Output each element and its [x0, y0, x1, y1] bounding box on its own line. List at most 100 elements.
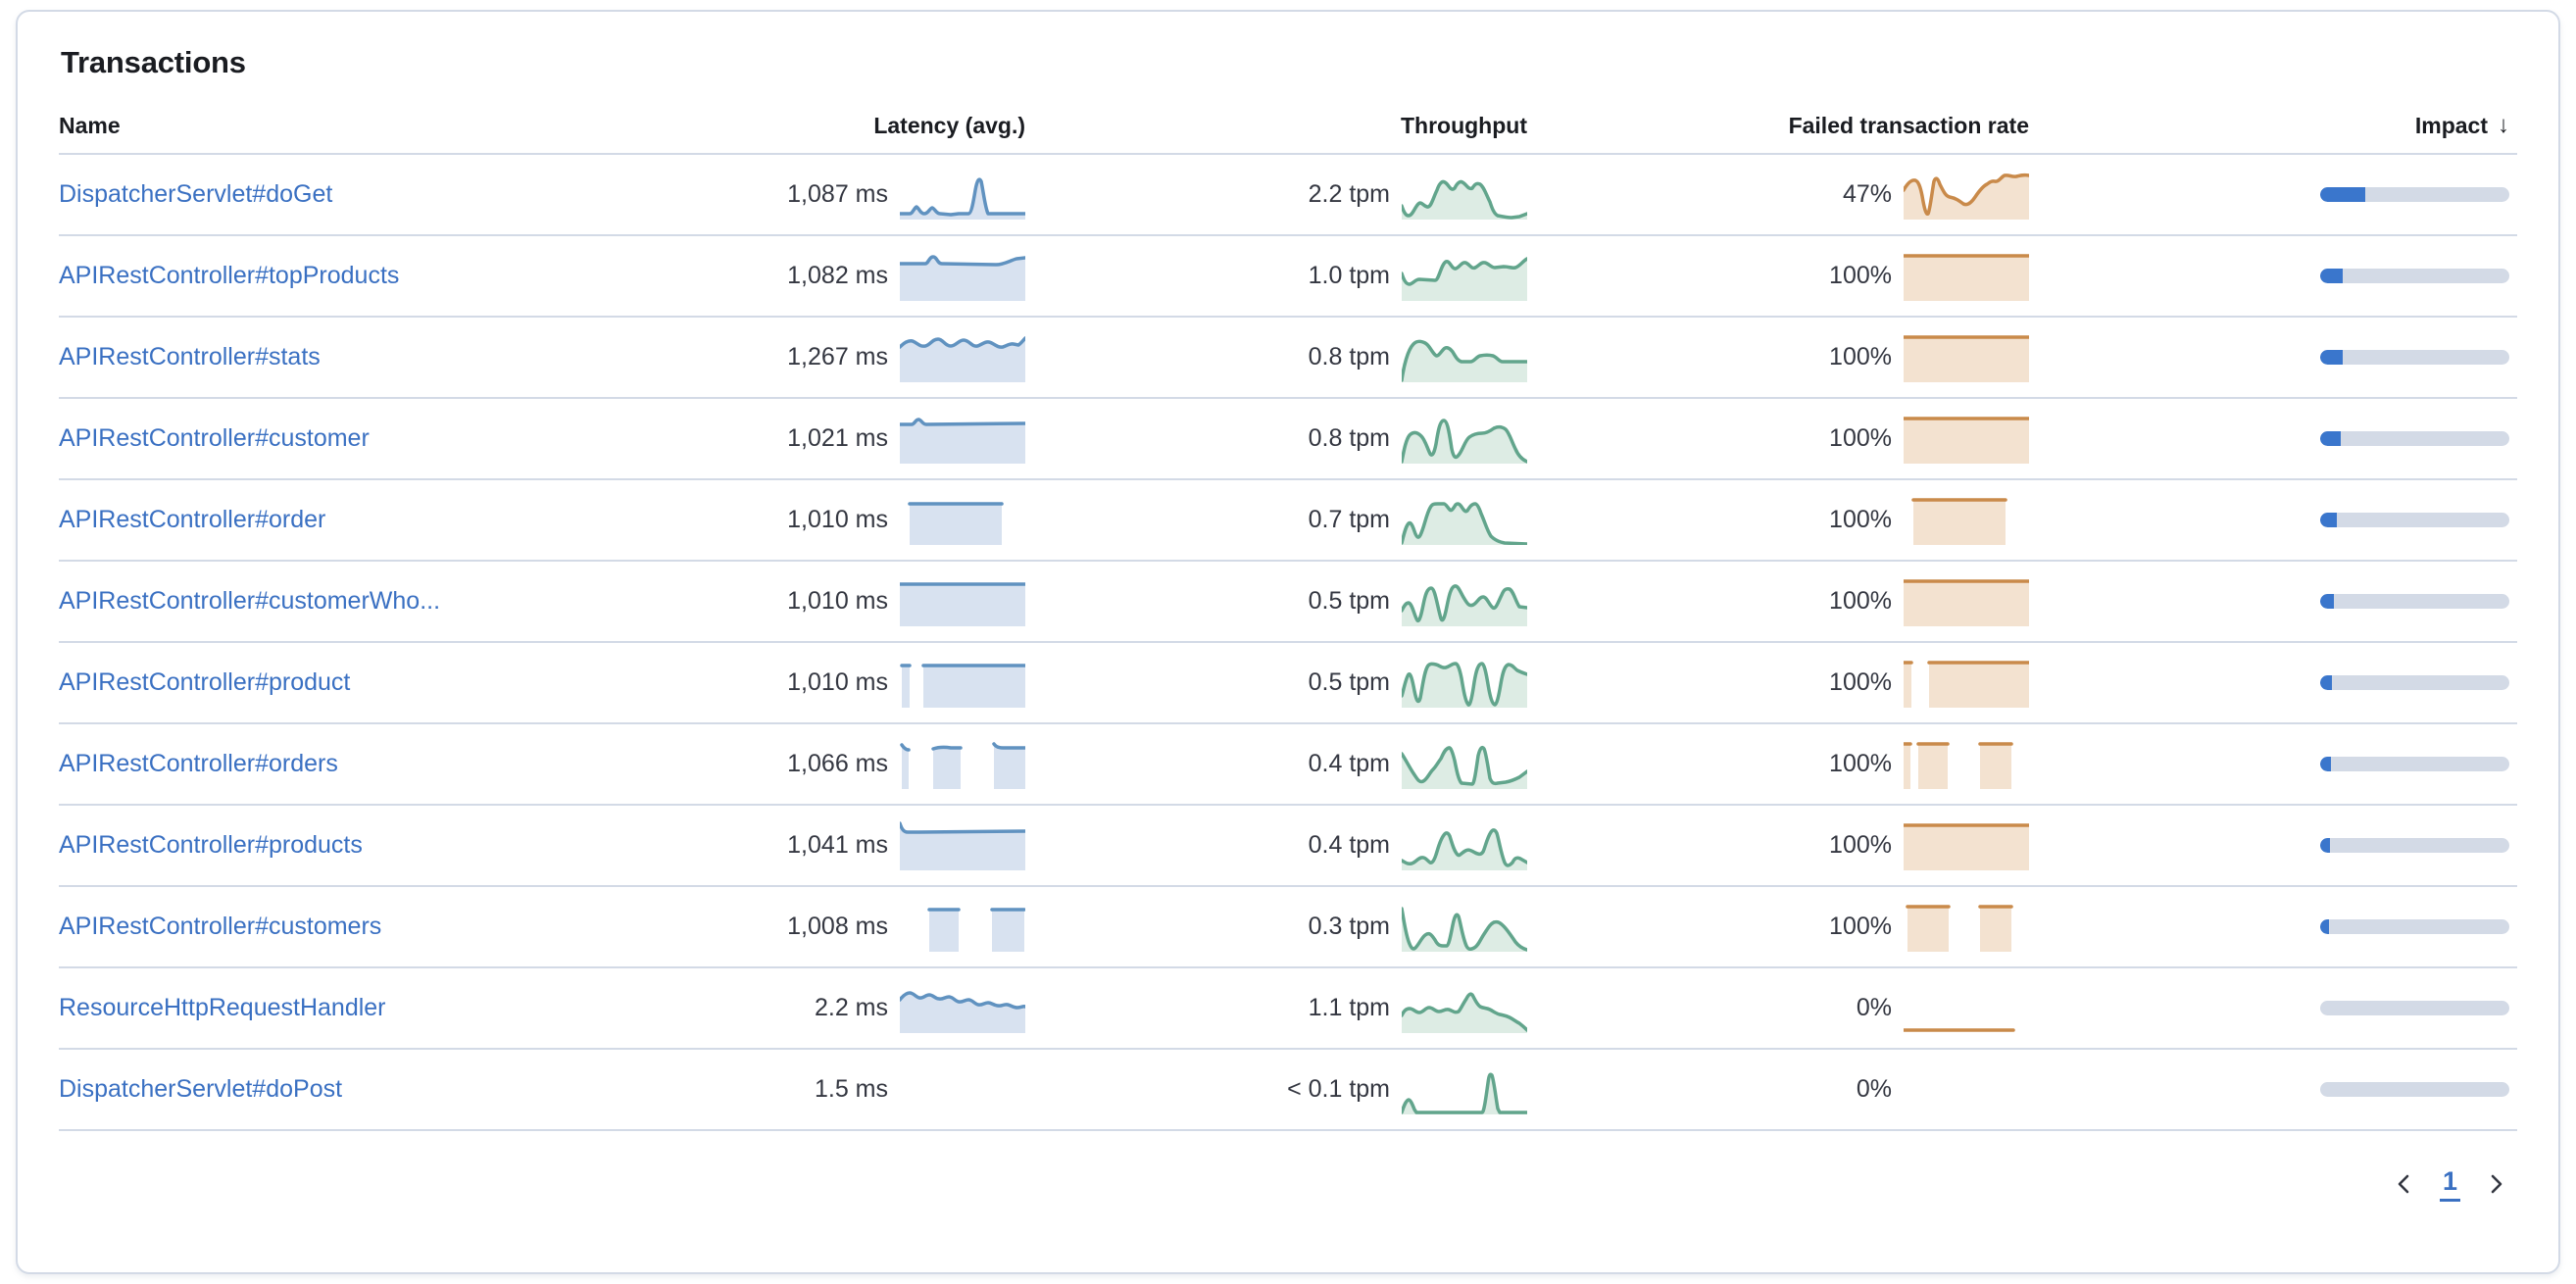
latency-cell: 2.2 ms	[604, 984, 1025, 1033]
throughput-cell: 0.3 tpm	[1025, 903, 1527, 952]
failed-rate-cell: 100%	[1527, 659, 2029, 708]
throughput-cell: < 0.1 tpm	[1025, 1065, 1527, 1114]
table-row: APIRestController#customerWho... 1,010 m…	[59, 562, 2517, 643]
failed-rate-value: 0%	[1856, 1075, 1892, 1103]
throughput-value: 0.5 tpm	[1308, 668, 1390, 696]
impact-bar-fill	[2320, 187, 2366, 202]
impact-bar-track	[2320, 838, 2509, 853]
next-page-button[interactable]	[2476, 1164, 2515, 1204]
transaction-link[interactable]: APIRestController#customerWho...	[59, 587, 441, 615]
table-row: APIRestController#order 1,010 ms 0.7 tpm…	[59, 480, 2517, 562]
transaction-link[interactable]: APIRestController#products	[59, 831, 363, 859]
transaction-link[interactable]: APIRestController#orders	[59, 750, 338, 777]
latency-value: 1.5 ms	[814, 1075, 888, 1103]
impact-cell	[2029, 350, 2517, 365]
transaction-link[interactable]: ResourceHttpRequestHandler	[59, 994, 386, 1021]
throughput-cell: 0.8 tpm	[1025, 415, 1527, 464]
failed-rate-sparkline	[1904, 903, 2029, 952]
transaction-name-cell: APIRestController#customer	[59, 424, 604, 453]
impact-bar-track	[2320, 757, 2509, 771]
failed-rate-value: 100%	[1829, 262, 1892, 289]
failed-rate-cell: 100%	[1527, 577, 2029, 626]
impact-cell	[2029, 919, 2517, 934]
throughput-sparkline	[1402, 903, 1527, 952]
sort-descending-icon: ↓	[2498, 112, 2509, 138]
failed-rate-sparkline	[1904, 984, 2029, 1033]
throughput-sparkline	[1402, 577, 1527, 626]
throughput-value: 0.4 tpm	[1308, 831, 1390, 859]
throughput-sparkline	[1402, 1065, 1527, 1114]
failed-rate-value: 0%	[1856, 994, 1892, 1021]
throughput-value: 0.5 tpm	[1308, 587, 1390, 615]
transaction-link[interactable]: DispatcherServlet#doGet	[59, 180, 333, 208]
impact-cell	[2029, 594, 2517, 609]
throughput-cell: 0.4 tpm	[1025, 821, 1527, 870]
previous-page-button[interactable]	[2385, 1164, 2424, 1204]
latency-cell: 1,021 ms	[604, 415, 1025, 464]
transaction-link[interactable]: APIRestController#stats	[59, 343, 321, 370]
throughput-value: 2.2 tpm	[1308, 180, 1390, 208]
transaction-link[interactable]: APIRestController#order	[59, 506, 326, 533]
impact-cell	[2029, 187, 2517, 202]
failed-rate-cell: 0%	[1527, 1065, 2029, 1114]
throughput-cell: 1.0 tpm	[1025, 252, 1527, 301]
panel-title: Transactions	[61, 45, 246, 79]
table-row: APIRestController#product 1,010 ms 0.5 t…	[59, 643, 2517, 724]
impact-cell	[2029, 838, 2517, 853]
transaction-link[interactable]: APIRestController#customer	[59, 424, 370, 452]
throughput-sparkline	[1402, 415, 1527, 464]
failed-rate-cell: 100%	[1527, 333, 2029, 382]
column-header-throughput[interactable]: Throughput	[1400, 112, 1527, 138]
transaction-link[interactable]: DispatcherServlet#doPost	[59, 1075, 343, 1103]
impact-bar-fill	[2320, 431, 2342, 446]
column-header-impact[interactable]: Impact ↓	[2414, 112, 2509, 138]
page-number-current[interactable]: 1	[2439, 1166, 2460, 1202]
transaction-link[interactable]: APIRestController#product	[59, 668, 351, 696]
table-row: APIRestController#topProducts 1,082 ms 1…	[59, 236, 2517, 318]
table-row: ResourceHttpRequestHandler 2.2 ms 1.1 tp…	[59, 968, 2517, 1050]
latency-sparkline	[900, 415, 1025, 464]
latency-sparkline	[900, 821, 1025, 870]
table-row: APIRestController#orders 1,066 ms 0.4 tp…	[59, 724, 2517, 806]
throughput-sparkline	[1402, 740, 1527, 789]
transaction-name-cell: APIRestController#order	[59, 506, 604, 534]
table-header: Name Latency (avg.) Throughput Failed tr…	[59, 98, 2517, 155]
impact-bar-track	[2320, 513, 2509, 527]
impact-bar-track	[2320, 675, 2509, 690]
latency-value: 1,066 ms	[787, 750, 888, 777]
failed-rate-cell: 100%	[1527, 252, 2029, 301]
latency-sparkline	[900, 252, 1025, 301]
impact-bar-fill	[2320, 757, 2331, 771]
failed-rate-sparkline	[1904, 496, 2029, 545]
impact-bar-fill	[2320, 269, 2344, 283]
throughput-sparkline	[1402, 252, 1527, 301]
failed-rate-sparkline	[1904, 252, 2029, 301]
failed-rate-cell: 100%	[1527, 740, 2029, 789]
failed-rate-value: 100%	[1829, 913, 1892, 940]
impact-bar-track	[2320, 431, 2509, 446]
failed-rate-sparkline	[1904, 171, 2029, 220]
column-header-failed-rate[interactable]: Failed transaction rate	[1788, 112, 2029, 138]
column-header-name[interactable]: Name	[59, 112, 121, 138]
impact-bar-fill	[2320, 594, 2334, 609]
failed-rate-sparkline	[1904, 577, 2029, 626]
latency-value: 1,010 ms	[787, 587, 888, 615]
latency-cell: 1.5 ms	[604, 1065, 1025, 1114]
transaction-name-cell: APIRestController#customers	[59, 913, 604, 941]
throughput-value: < 0.1 tpm	[1287, 1075, 1390, 1103]
impact-bar-fill	[2320, 350, 2344, 365]
failed-rate-value: 100%	[1829, 668, 1892, 696]
throughput-sparkline	[1402, 333, 1527, 382]
throughput-sparkline	[1402, 171, 1527, 220]
column-header-latency[interactable]: Latency (avg.)	[873, 112, 1025, 138]
throughput-sparkline	[1402, 984, 1527, 1033]
impact-bar-track	[2320, 594, 2509, 609]
impact-bar-fill	[2320, 675, 2332, 690]
latency-cell: 1,041 ms	[604, 821, 1025, 870]
transaction-link[interactable]: APIRestController#topProducts	[59, 262, 400, 289]
throughput-cell: 0.5 tpm	[1025, 577, 1527, 626]
failed-rate-sparkline	[1904, 740, 2029, 789]
failed-rate-value: 100%	[1829, 831, 1892, 859]
transaction-link[interactable]: APIRestController#customers	[59, 913, 382, 940]
impact-cell	[2029, 757, 2517, 771]
